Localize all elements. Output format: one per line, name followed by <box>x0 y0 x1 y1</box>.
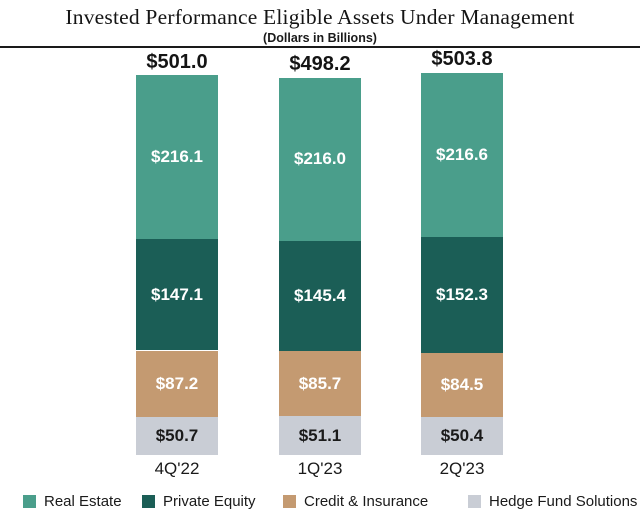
bar-total-label: $503.8 <box>431 48 493 71</box>
segment-value-label: $51.1 <box>298 425 342 445</box>
chart-legend: Real Estate Private Equity Credit & Insu… <box>0 492 640 512</box>
bar-segment-real-estate: $216.1 <box>136 75 218 240</box>
segment-value-label: $152.3 <box>436 285 488 305</box>
legend-item-real-estate: Real Estate <box>23 492 122 510</box>
bar-total-label: $498.2 <box>289 52 351 75</box>
legend-item-private-equity: Private Equity <box>142 492 256 510</box>
bar-segment-credit-insurance: $85.7 <box>279 351 361 417</box>
bar-segment-credit-insurance: $84.5 <box>421 352 503 417</box>
bar-total-label: $501.0 <box>146 50 208 73</box>
legend-label-hedge-fund-solutions: Hedge Fund Solutions <box>489 492 638 510</box>
legend-swatch-credit-insurance <box>283 494 296 508</box>
legend-swatch-private-equity <box>142 494 155 508</box>
segment-value-label: $85.7 <box>298 373 342 393</box>
segment-value-label: $147.1 <box>151 284 203 304</box>
legend-swatch-real-estate <box>23 494 36 508</box>
x-axis-label: 4Q'22 <box>154 459 200 478</box>
segment-value-label: $50.7 <box>155 425 199 445</box>
x-axis-label: 2Q'23 <box>439 459 485 478</box>
segment-value-label: $216.1 <box>151 147 203 167</box>
bar-segment-private-equity: $145.4 <box>279 241 361 352</box>
chart-subtitle: (Dollars in Billions) <box>263 31 377 45</box>
bar-segment-private-equity: $147.1 <box>136 239 218 351</box>
segment-value-label: $216.0 <box>294 149 346 169</box>
segment-value-label: $145.4 <box>294 286 346 306</box>
segment-value-label: $84.5 <box>440 374 484 394</box>
header-divider <box>0 46 640 48</box>
bar-segment-private-equity: $152.3 <box>421 237 503 353</box>
legend-label-private-equity: Private Equity <box>163 492 256 510</box>
bar-segment-real-estate: $216.0 <box>279 77 361 242</box>
segment-value-label: $87.2 <box>155 373 199 393</box>
legend-item-credit-insurance: Credit & Insurance <box>283 492 428 510</box>
segment-value-label: $216.6 <box>436 145 488 165</box>
legend-swatch-hedge-fund-solutions <box>468 494 481 508</box>
bar-segment-credit-insurance: $87.2 <box>136 350 218 417</box>
segment-value-label: $50.4 <box>440 425 484 445</box>
bar-segment-hedge-fund-solutions: $50.7 <box>136 416 218 455</box>
bar-segment-hedge-fund-solutions: $51.1 <box>279 416 361 455</box>
chart-title: Invested Performance Eligible Assets Und… <box>65 5 575 29</box>
x-axis-label: 1Q'23 <box>297 459 343 478</box>
legend-label-credit-insurance: Credit & Insurance <box>304 492 429 510</box>
legend-item-hedge-fund-solutions: Hedge Fund Solutions <box>468 492 637 510</box>
bar-segment-real-estate: $216.6 <box>421 73 503 238</box>
bar-segment-hedge-fund-solutions: $50.4 <box>421 416 503 455</box>
legend-label-real-estate: Real Estate <box>44 492 122 510</box>
